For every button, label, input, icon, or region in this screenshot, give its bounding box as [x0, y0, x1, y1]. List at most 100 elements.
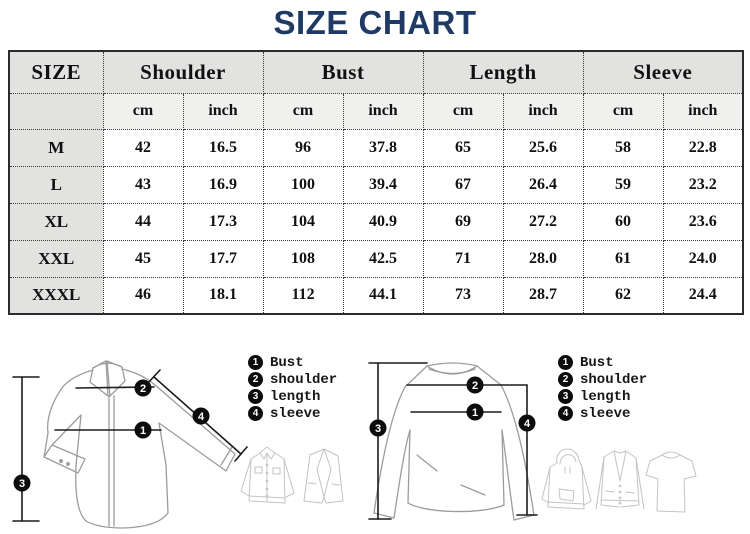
table-cell: 65 — [422, 128, 504, 167]
marker-sleeve-icon: 4 — [192, 407, 210, 425]
table-cell: 46 — [102, 276, 184, 315]
table-cell: 59 — [582, 165, 664, 204]
table-header-row: SIZE Shoulder Bust Length Sleeve — [8, 50, 744, 94]
unit-header: inch — [502, 92, 584, 130]
marker-bust-icon: 1 — [466, 403, 484, 421]
unit-header: cm — [582, 92, 664, 130]
table-row: XL 44 17.3 104 40.9 69 27.2 60 23.6 — [8, 202, 744, 241]
size-label: XXL — [8, 239, 104, 278]
table-cell: 58 — [582, 128, 664, 167]
svg-text:3: 3 — [375, 423, 381, 435]
legend-item-shoulder: 2 shoulder — [248, 371, 337, 388]
table-cell: 23.6 — [662, 202, 744, 241]
table-cell: 26.4 — [502, 165, 584, 204]
col-header-sleeve: Sleeve — [582, 50, 744, 94]
col-header-bust: Bust — [262, 50, 424, 94]
table-cell: 62 — [582, 276, 664, 315]
circled-2-icon: 2 — [248, 372, 263, 387]
table-cell: 67 — [422, 165, 504, 204]
table-cell: 16.5 — [182, 128, 264, 167]
legend-item-bust: 1 Bust — [248, 354, 337, 371]
svg-text:2: 2 — [472, 380, 478, 392]
unit-header: cm — [102, 92, 184, 130]
unit-header: cm — [262, 92, 344, 130]
measure-legend-right: 1 Bust 2 shoulder 3 length 4 sleeve — [558, 354, 647, 422]
size-table: SIZE Shoulder Bust Length Sleeve cm inch… — [8, 50, 745, 315]
table-cell: 45 — [102, 239, 184, 278]
table-row: XXXL 46 18.1 112 44.1 73 28.7 62 24.4 — [8, 276, 744, 315]
table-cell: 28.0 — [502, 239, 584, 278]
table-cell: 17.3 — [182, 202, 264, 241]
shirt-measure-diagram: 2 1 3 4 — [12, 360, 248, 529]
col-header-shoulder: Shoulder — [102, 50, 264, 94]
svg-text:1: 1 — [472, 407, 478, 419]
table-cell: 71 — [422, 239, 504, 278]
col-header-size: SIZE — [8, 50, 104, 94]
page-title: SIZE CHART — [273, 4, 477, 41]
svg-text:2: 2 — [140, 383, 146, 395]
jacket-blazer-sketch — [240, 446, 344, 504]
table-row: L 43 16.9 100 39.4 67 26.4 59 23.2 — [8, 165, 744, 204]
size-label: L — [8, 165, 104, 204]
table-cell: 44.1 — [342, 276, 424, 315]
table-cell: 60 — [582, 202, 664, 241]
table-cell: 96 — [262, 128, 344, 167]
legend-item-sleeve: 4 sleeve — [248, 405, 337, 422]
hoodie-cardigan-tshirt-sketch — [541, 448, 697, 513]
table-row: M 42 16.5 96 37.8 65 25.6 58 22.8 — [8, 128, 744, 167]
table-cell: 112 — [262, 276, 344, 315]
unit-header: inch — [182, 92, 264, 130]
table-cell: 104 — [262, 202, 344, 241]
table-cell: 42.5 — [342, 239, 424, 278]
sweater-measure-diagram: 2 1 3 4 — [368, 362, 538, 521]
legend-item-bust: 1 Bust — [558, 354, 647, 371]
table-row: XXL 45 17.7 108 42.5 71 28.0 61 24.0 — [8, 239, 744, 278]
table-cell: 42 — [102, 128, 184, 167]
table-cell: 28.7 — [502, 276, 584, 315]
table-cell: 40.9 — [342, 202, 424, 241]
table-cell: 44 — [102, 202, 184, 241]
table-cell: 39.4 — [342, 165, 424, 204]
marker-bust-icon: 1 — [134, 421, 152, 439]
circled-4-icon: 4 — [558, 406, 573, 421]
unit-header: inch — [662, 92, 744, 130]
legend-item-length: 3 length — [248, 388, 337, 405]
marker-shoulder-icon: 2 — [134, 379, 152, 397]
size-label: XL — [8, 202, 104, 241]
table-cell: 17.7 — [182, 239, 264, 278]
table-cell: 16.9 — [182, 165, 264, 204]
table-cell: 43 — [102, 165, 184, 204]
table-cell: 22.8 — [662, 128, 744, 167]
circled-4-icon: 4 — [248, 406, 263, 421]
table-cell: 23.2 — [662, 165, 744, 204]
svg-text:4: 4 — [198, 411, 205, 423]
marker-shoulder-icon: 2 — [466, 376, 484, 394]
unit-header: inch — [342, 92, 424, 130]
table-cell: 73 — [422, 276, 504, 315]
svg-text:4: 4 — [524, 418, 531, 430]
measure-legend-left: 1 Bust 2 shoulder 3 length 4 sleeve — [248, 354, 337, 422]
circled-3-icon: 3 — [248, 389, 263, 404]
circled-2-icon: 2 — [558, 372, 573, 387]
svg-text:3: 3 — [19, 478, 25, 490]
marker-length-icon: 3 — [13, 474, 31, 492]
svg-text:1: 1 — [140, 425, 146, 437]
circled-1-icon: 1 — [558, 355, 573, 370]
table-cell: 61 — [582, 239, 664, 278]
marker-sleeve-icon: 4 — [518, 414, 536, 432]
table-cell: 25.6 — [502, 128, 584, 167]
table-cell: 69 — [422, 202, 504, 241]
circled-1-icon: 1 — [248, 355, 263, 370]
unit-header: cm — [422, 92, 504, 130]
size-label: M — [8, 128, 104, 167]
legend-item-sleeve: 4 sleeve — [558, 405, 647, 422]
table-cell: 27.2 — [502, 202, 584, 241]
marker-length-icon: 3 — [369, 419, 387, 437]
table-cell: 24.4 — [662, 276, 744, 315]
col-header-length: Length — [422, 50, 584, 94]
legend-item-length: 3 length — [558, 388, 647, 405]
table-cell: 18.1 — [182, 276, 264, 315]
unit-header-empty — [8, 92, 104, 130]
table-cell: 37.8 — [342, 128, 424, 167]
